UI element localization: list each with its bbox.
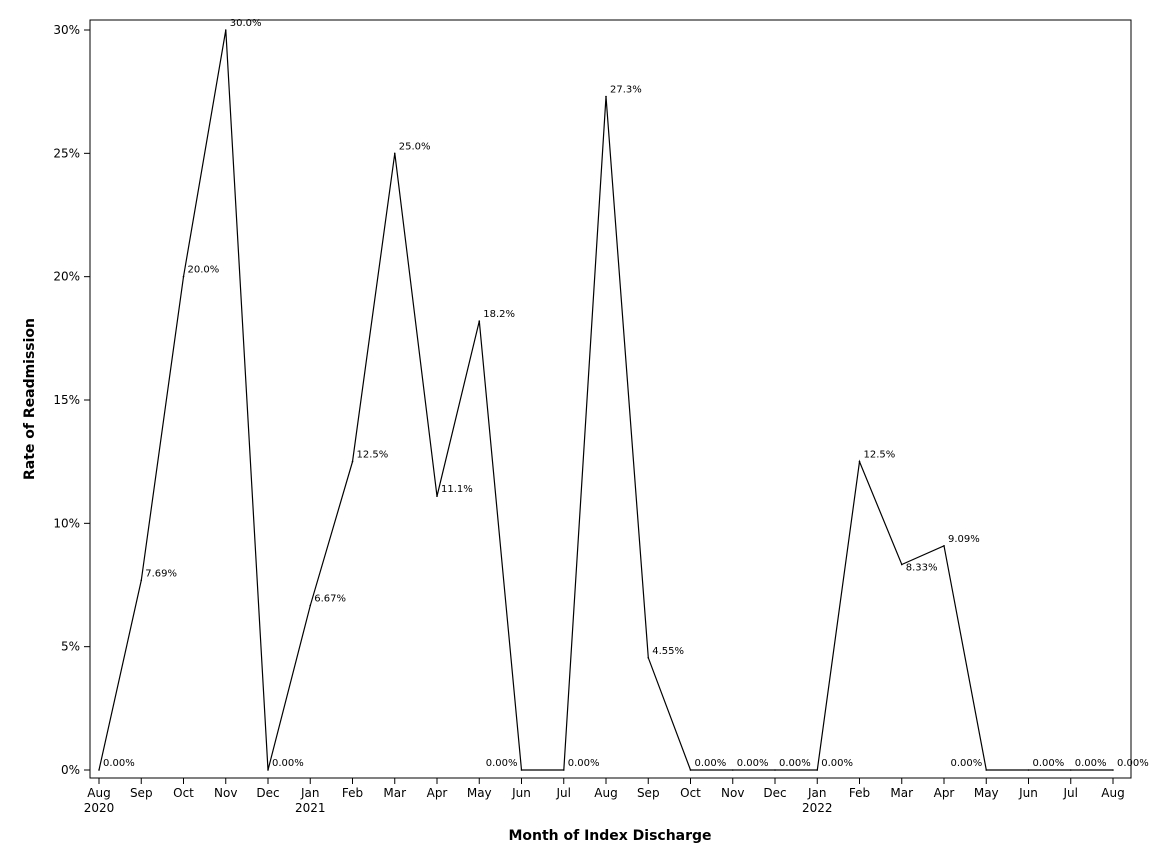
- data-point: [731, 769, 734, 771]
- y-tick-label: 10%: [53, 516, 80, 530]
- data-point: [478, 320, 481, 322]
- data-label: 0.00%: [568, 758, 600, 769]
- data-label: 0.00%: [272, 758, 304, 769]
- data-label: 6.67%: [314, 593, 346, 604]
- data-point: [182, 275, 185, 278]
- data-point: [605, 95, 607, 98]
- data-label: 12.5%: [864, 450, 896, 461]
- data-label: 0.00%: [1117, 758, 1149, 769]
- x-tick-label: Aug: [594, 786, 617, 800]
- x-tick-label: Dec: [256, 786, 279, 800]
- x-tick-label: Jun: [511, 786, 531, 800]
- data-label: 20.0%: [188, 265, 220, 276]
- x-tick-label: Jul: [1063, 786, 1078, 800]
- y-tick-label: 5%: [61, 640, 80, 654]
- data-point: [985, 769, 988, 771]
- x-tick-label: Apr: [427, 786, 448, 800]
- data-label: 30.0%: [230, 18, 262, 29]
- data-point: [224, 29, 227, 31]
- x-tick-label: Aug: [1101, 786, 1124, 800]
- data-point: [774, 769, 776, 771]
- data-labels: 0.00% 7.69% 20.0% 30.0% 0.00% 6.67% 12.5% 25.0%…: [103, 18, 1149, 769]
- data-label: 0.00%: [950, 758, 982, 769]
- x-year-label: 2021: [295, 801, 326, 815]
- data-point: [1112, 769, 1114, 771]
- data-point: [689, 769, 692, 771]
- data-label: 8.33%: [906, 563, 938, 574]
- data-label: 0.00%: [1033, 758, 1065, 769]
- x-tick-label: Dec: [763, 786, 786, 800]
- x-tick-label: Nov: [214, 786, 237, 800]
- data-point: [900, 563, 903, 566]
- y-tick-label: 15%: [53, 393, 80, 407]
- x-tick-label: Jan: [807, 786, 827, 800]
- y-tick-label: 25%: [53, 146, 80, 160]
- data-label: 0.00%: [821, 758, 853, 769]
- x-tick-label: Feb: [849, 786, 870, 800]
- y-axis-title: Rate of Readmission: [22, 318, 38, 480]
- x-tick-label: Apr: [934, 786, 955, 800]
- x-tick-label: Sep: [637, 786, 660, 800]
- x-tick-label: Jun: [1018, 786, 1038, 800]
- data-point: [562, 769, 565, 771]
- data-label: 0.00%: [103, 758, 135, 769]
- y-tick-label: 20%: [53, 270, 80, 284]
- y-axis: 0% 5% 10% 15% 20% 25% 30%: [53, 23, 90, 777]
- x-tick-label: Nov: [721, 786, 744, 800]
- data-label: 4.55%: [652, 646, 684, 657]
- data-point: [140, 579, 143, 582]
- data-point: [1027, 769, 1030, 771]
- x-tick-label: Jan: [300, 786, 320, 800]
- x-year-label: 2022: [802, 801, 833, 815]
- x-tick-label: Oct: [173, 786, 194, 800]
- data-point: [309, 604, 312, 607]
- y-tick-label: 30%: [53, 23, 80, 37]
- data-label: 9.09%: [948, 534, 980, 545]
- series-group: [98, 29, 1114, 771]
- x-tick-label: Mar: [890, 786, 913, 800]
- data-label: 11.1%: [441, 484, 473, 495]
- x-tick-label: May: [467, 786, 492, 800]
- data-point: [647, 656, 650, 659]
- data-point: [858, 460, 861, 463]
- data-point: [816, 769, 819, 771]
- x-tick-label: Mar: [383, 786, 406, 800]
- data-point: [1069, 769, 1072, 771]
- data-label: 27.3%: [610, 85, 642, 96]
- data-point: [520, 769, 523, 771]
- x-tick-label: Feb: [342, 786, 363, 800]
- data-label: 25.0%: [399, 141, 431, 152]
- data-point: [436, 495, 438, 498]
- x-tick-label: Sep: [130, 786, 153, 800]
- x-tick-label: May: [974, 786, 999, 800]
- data-point: [267, 769, 269, 771]
- data-point: [393, 152, 396, 155]
- data-point: [943, 544, 945, 547]
- x-tick-label: Oct: [680, 786, 701, 800]
- data-label: 12.5%: [357, 450, 389, 461]
- x-tick-label: Jul: [556, 786, 571, 800]
- data-label: 0.00%: [1075, 758, 1107, 769]
- data-label: 18.2%: [483, 309, 515, 320]
- data-point: [351, 460, 354, 463]
- series-line: [98, 29, 1113, 771]
- data-label: 0.00%: [695, 758, 727, 769]
- x-axis-title: Month of Index Discharge: [508, 828, 711, 844]
- data-point: [98, 769, 100, 771]
- data-label: 0.00%: [486, 758, 518, 769]
- x-tick-label: Aug: [87, 786, 110, 800]
- x-year-label: 2020: [84, 801, 115, 815]
- data-label: 0.00%: [779, 758, 811, 769]
- y-tick-label: 0%: [61, 763, 80, 777]
- data-label: 7.69%: [145, 568, 177, 579]
- data-label: 0.00%: [737, 758, 769, 769]
- plot-frame: [89, 19, 1132, 779]
